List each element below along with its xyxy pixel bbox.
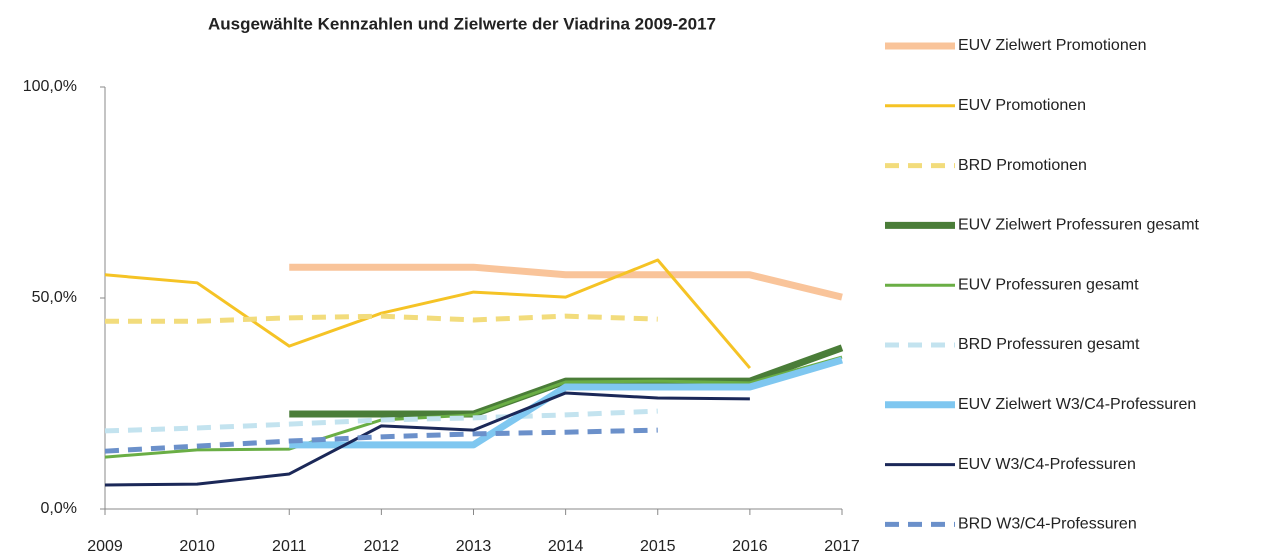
series-line (104, 258, 752, 370)
legend-label: EUV Zielwert W3/C4-Professuren (958, 396, 1196, 413)
y-tick-label: 0,0% (41, 500, 77, 517)
legend-label: BRD Promotionen (958, 157, 1087, 174)
legend-label: BRD W3/C4-Professuren (958, 516, 1137, 533)
y-tick-label: 50,0% (32, 289, 77, 306)
y-tick-label: 100,0% (23, 78, 77, 95)
legend-label: EUV Professuren gesamt (958, 276, 1139, 293)
series-line (104, 427, 658, 454)
x-tick-label: 2015 (640, 538, 676, 555)
series-line (104, 391, 750, 487)
series-line (105, 313, 658, 324)
x-tick-label: 2011 (272, 538, 307, 555)
legend-label: EUV Zielwert Professuren gesamt (958, 217, 1200, 234)
series-line (104, 355, 843, 459)
chart-title: Ausgewählte Kennzahlen und Zielwerte der… (208, 14, 716, 33)
x-tick-label: 2014 (548, 538, 584, 555)
legend-label: BRD Professuren gesamt (958, 336, 1140, 353)
legend-label: EUV W3/C4-Professuren (958, 456, 1136, 473)
series-line (289, 263, 843, 301)
x-tick-label: 2010 (179, 538, 215, 555)
series-line (289, 356, 843, 449)
series-line (104, 408, 658, 434)
legend-label: EUV Zielwert Promotionen (958, 37, 1147, 54)
x-tick-label: 2013 (456, 538, 492, 555)
legend-label: EUV Promotionen (958, 97, 1086, 114)
x-tick-label: 2016 (732, 538, 768, 555)
x-tick-label: 2009 (87, 538, 123, 555)
x-tick-label: 2017 (824, 538, 860, 555)
x-tick-label: 2012 (364, 538, 400, 555)
